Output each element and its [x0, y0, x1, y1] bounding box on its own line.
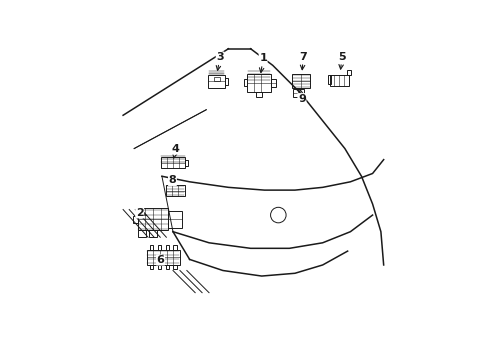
Bar	[160, 157, 185, 168]
Bar	[133, 216, 138, 222]
Bar	[270, 78, 275, 87]
Bar	[329, 75, 348, 86]
Bar	[138, 208, 168, 230]
Bar	[246, 73, 270, 91]
Bar	[157, 245, 161, 249]
Text: 1: 1	[259, 53, 266, 72]
Bar	[165, 245, 168, 249]
Bar	[292, 89, 303, 97]
Bar	[244, 79, 246, 86]
Text: 4: 4	[171, 144, 179, 158]
Bar	[298, 97, 302, 100]
Bar	[208, 75, 224, 88]
Bar	[185, 159, 188, 166]
Bar	[168, 211, 182, 228]
Bar	[150, 265, 153, 269]
Bar	[255, 91, 262, 97]
Text: 3: 3	[216, 52, 224, 70]
Bar	[165, 265, 168, 269]
Bar	[138, 230, 146, 237]
Bar	[213, 77, 219, 81]
Bar	[173, 245, 176, 249]
Text: 6: 6	[156, 255, 164, 265]
Bar	[173, 265, 176, 269]
Bar	[157, 265, 161, 269]
Bar	[224, 78, 227, 85]
Text: 7: 7	[299, 51, 306, 70]
Bar	[291, 74, 309, 88]
Bar	[148, 230, 157, 237]
Bar	[150, 245, 153, 249]
Text: 2: 2	[136, 208, 146, 218]
Text: 8: 8	[168, 175, 176, 185]
Text: 5: 5	[338, 51, 345, 69]
Text: 9: 9	[297, 90, 305, 104]
Bar	[165, 185, 184, 196]
Bar	[146, 249, 180, 265]
Bar	[346, 70, 350, 75]
Bar	[327, 75, 330, 84]
